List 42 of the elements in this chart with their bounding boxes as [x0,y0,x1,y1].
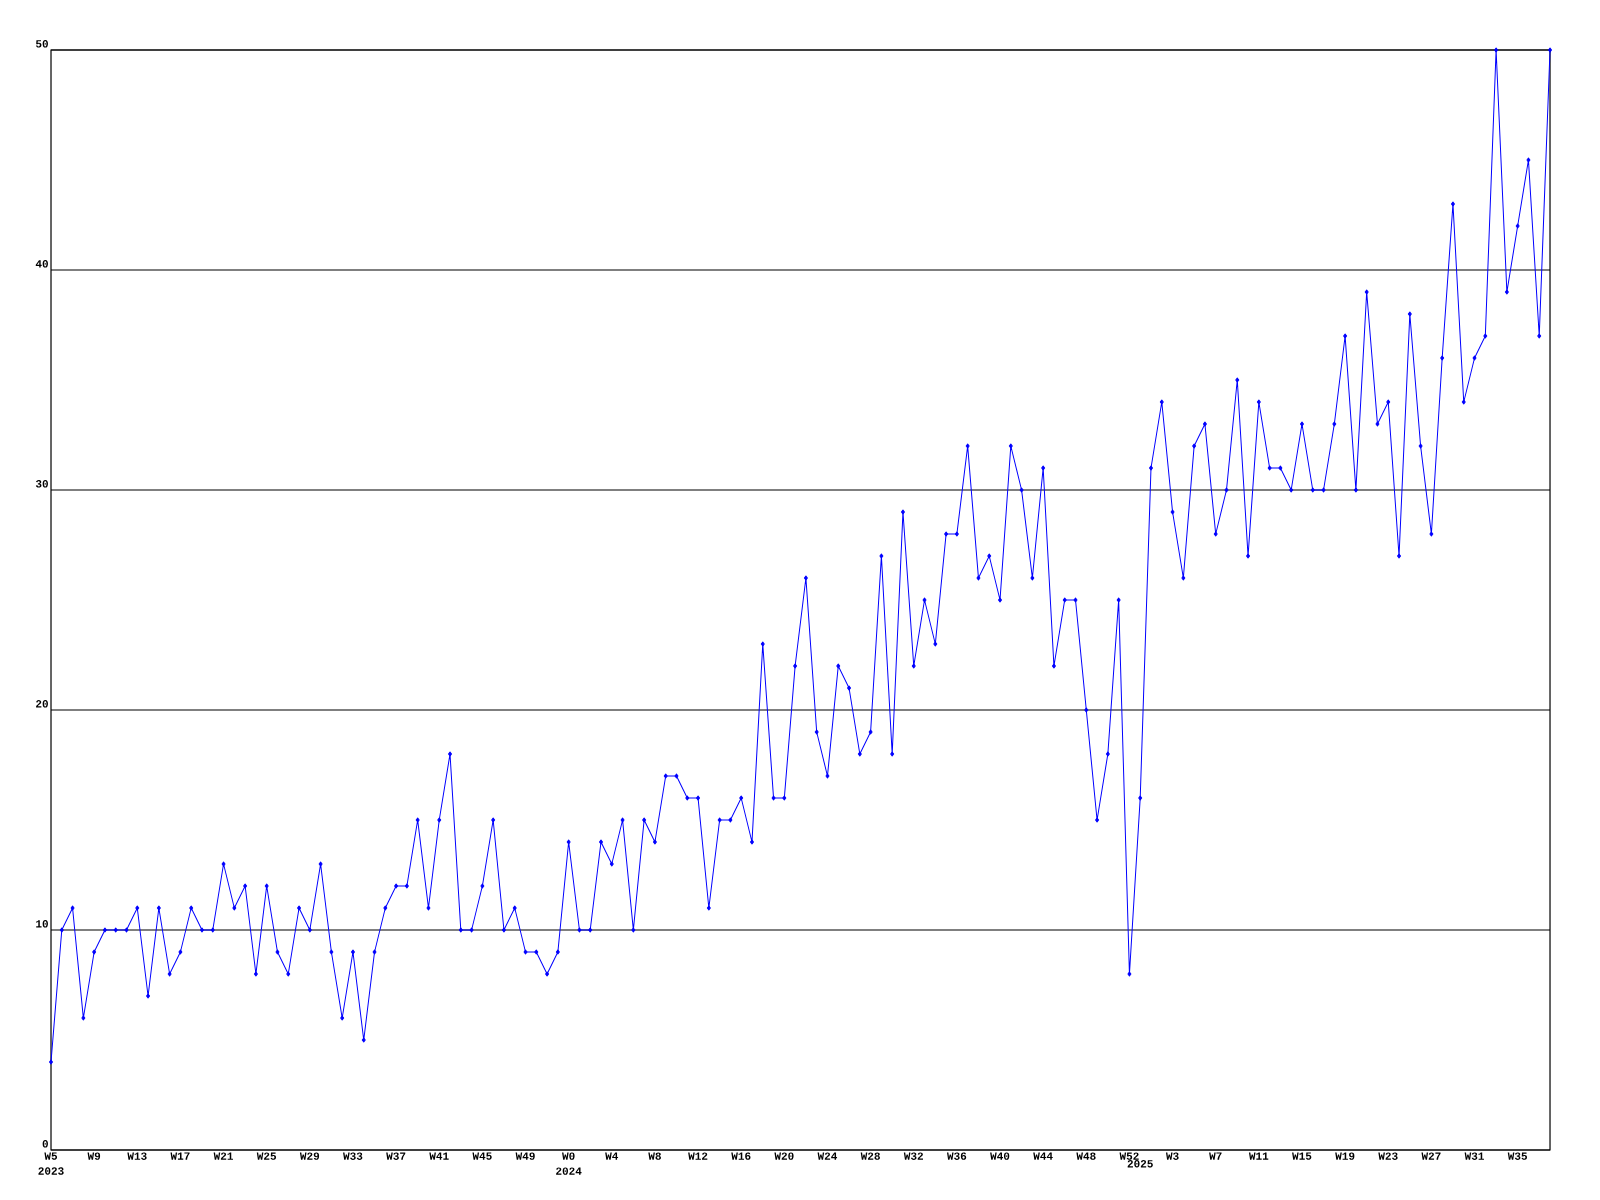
x-tick-label: W28 [860,1152,880,1160]
x-tick-label: W52 [1119,1152,1139,1160]
x-tick-label: W11 [1248,1152,1269,1160]
x-tick-label: W20 [774,1152,794,1160]
x-tick-label: W0 2024 [556,1152,582,1175]
x-tick-label: W23 [1378,1152,1398,1160]
x-tick-label: W40 [990,1152,1010,1160]
x-tick-label: W8 [648,1152,661,1160]
y-tick-label: 0 [42,1140,48,1148]
x-tick-label: W49 [515,1152,535,1160]
x-tick-label: W35 [1507,1152,1527,1160]
x-tick-label: W13 [127,1152,147,1160]
x-tick-label: W32 [903,1152,923,1160]
x-tick-label: W7 [1209,1152,1222,1160]
x-tick-label: W12 [688,1152,708,1160]
x-tick-label: W45 [472,1152,492,1160]
x-tick-label: W25 [256,1152,277,1160]
x-tick-label: W3 [1165,1152,1179,1160]
x-tick-label: W27 [1421,1152,1441,1160]
x-tick-label: W15 [1292,1152,1312,1160]
x-tick-label: W17 [170,1152,190,1160]
x-tick-label: W4 [605,1152,619,1160]
y-tick-label: 30 [35,480,48,488]
x-tick-label: W37 [386,1152,406,1160]
x-tick-label: 2025 [1127,1160,1153,1168]
x-tick-label: W31 [1464,1152,1484,1160]
x-tick-label: W29 [299,1152,320,1160]
x-tick-label: W36 [946,1152,967,1160]
y-tick-label: 20 [36,700,48,708]
x-tick-label: W19 [1335,1152,1355,1160]
x-tick-label: W33 [343,1152,363,1160]
x-tick-label: W24 [817,1152,838,1160]
x-tick-label: W16 [731,1152,751,1160]
x-tick-label: W41 [429,1152,449,1160]
x-tick-label: W44 [1033,1152,1053,1160]
x-tick-label: W9 [87,1152,101,1160]
y-tick-label: 10 [36,920,48,928]
y-tick-label: 50 [35,40,48,48]
y-tick-label: 40 [35,260,48,268]
x-tick-label: W48 [1076,1152,1096,1160]
x-tick-label: W5 2023 [38,1152,64,1175]
x-tick-label: W21 [213,1152,233,1160]
